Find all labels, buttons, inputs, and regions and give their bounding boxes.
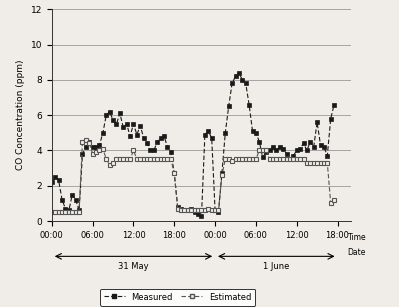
Text: 1 June: 1 June	[263, 262, 290, 271]
Text: 31 May: 31 May	[118, 262, 149, 271]
Legend: Measured, Estimated: Measured, Estimated	[100, 289, 255, 306]
Text: Time: Time	[348, 233, 366, 243]
Y-axis label: CO Concentration (ppm): CO Concentration (ppm)	[16, 60, 25, 170]
Text: Date: Date	[348, 247, 366, 257]
